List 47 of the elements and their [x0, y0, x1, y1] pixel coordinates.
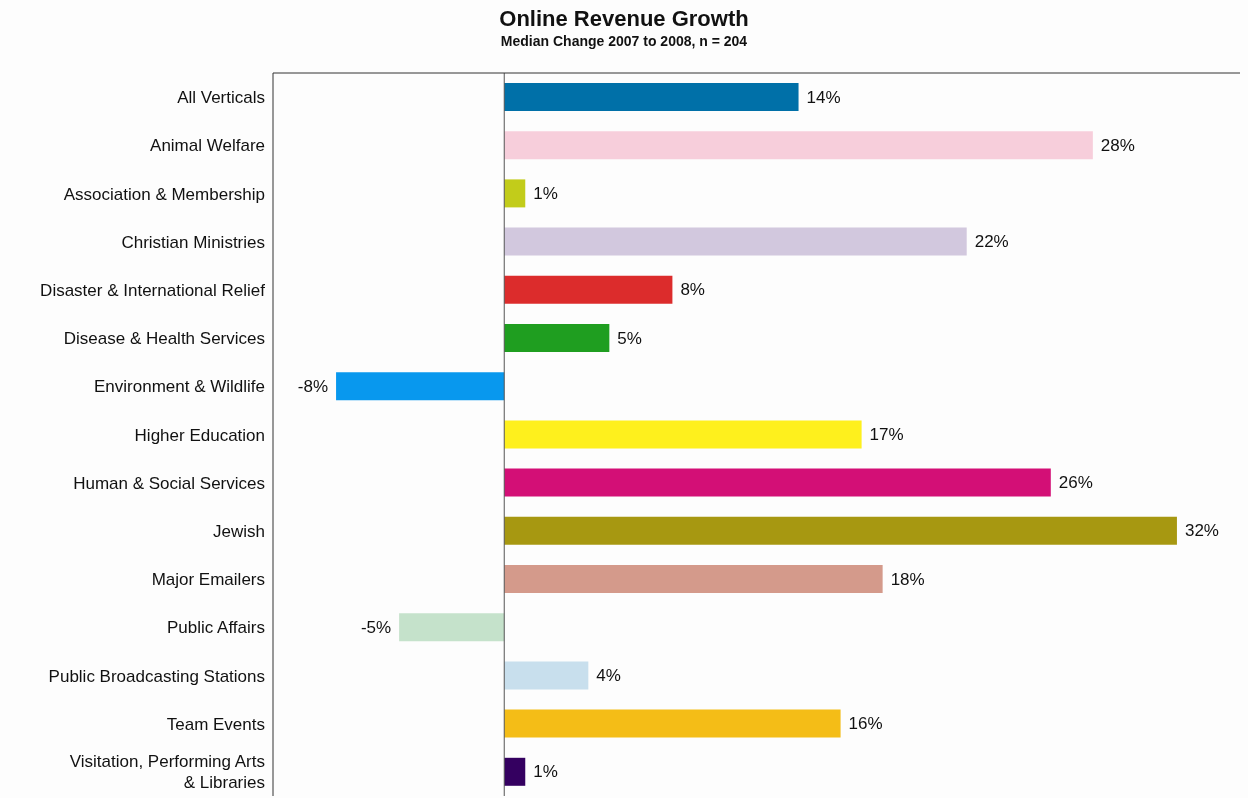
y-tick-label: Team Events [166, 714, 265, 734]
chart-title: Online Revenue Growth [498, 6, 750, 32]
bar [504, 83, 799, 111]
data-label: 32% [1184, 521, 1219, 541]
y-tick-label: Jewish [213, 521, 265, 541]
y-tick-label: Public Affairs [167, 617, 265, 637]
y-tick-label: All Verticals [177, 87, 265, 107]
data-label: 1% [533, 183, 558, 203]
chart-subtitle: Median Change 2007 to 2008, n = 204 [499, 33, 749, 49]
bar [504, 468, 1051, 497]
y-tick-label: Human & Social Services [73, 473, 265, 493]
y-tick-label: Public Broadcasting Stations [48, 666, 265, 685]
data-label: 28% [1100, 135, 1135, 155]
data-label: 4% [596, 665, 621, 685]
bar [504, 565, 883, 593]
bar [504, 757, 526, 786]
y-tick-label: Higher Education [134, 425, 265, 444]
y-tick-label: Disease & Health Services [63, 328, 265, 348]
bar [504, 516, 1177, 545]
data-label: 17% [869, 424, 904, 444]
bar [504, 275, 673, 304]
bar [504, 709, 841, 738]
data-label: 16% [848, 714, 883, 734]
bar [504, 227, 967, 256]
bar [504, 661, 589, 690]
y-tick-label: Major Emailers [151, 569, 265, 589]
bar [504, 324, 610, 352]
bar [504, 179, 526, 208]
y-tick-label: Disaster & International Relief [40, 280, 266, 300]
bar [336, 372, 505, 401]
y-tick-label: Christian Ministries [121, 232, 265, 252]
data-label: 8% [680, 280, 705, 300]
bar [504, 420, 862, 449]
data-label: 5% [617, 328, 642, 348]
y-tick-label: Association & Membership [63, 184, 265, 203]
y-tick-label: Animal Welfare [150, 135, 265, 155]
y-tick-label: Visitation, Performing Arts & Libraries [69, 751, 265, 792]
data-label: 22% [974, 232, 1009, 252]
y-tick-label: Environment & Wildlife [93, 376, 265, 396]
data-label: 1% [533, 762, 558, 782]
data-label: -5% [360, 617, 392, 637]
data-label: 26% [1058, 473, 1093, 493]
data-label: 18% [890, 569, 925, 589]
data-label: -8% [297, 376, 329, 396]
bar [399, 613, 505, 642]
data-label: 14% [806, 87, 841, 107]
bar [504, 131, 1093, 160]
